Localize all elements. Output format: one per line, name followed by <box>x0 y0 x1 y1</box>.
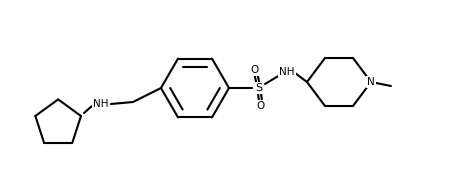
Text: NH: NH <box>279 67 294 77</box>
Text: S: S <box>255 83 262 93</box>
Text: O: O <box>250 65 258 75</box>
Text: NH: NH <box>93 99 109 109</box>
Text: O: O <box>256 101 265 111</box>
Text: N: N <box>366 77 374 87</box>
